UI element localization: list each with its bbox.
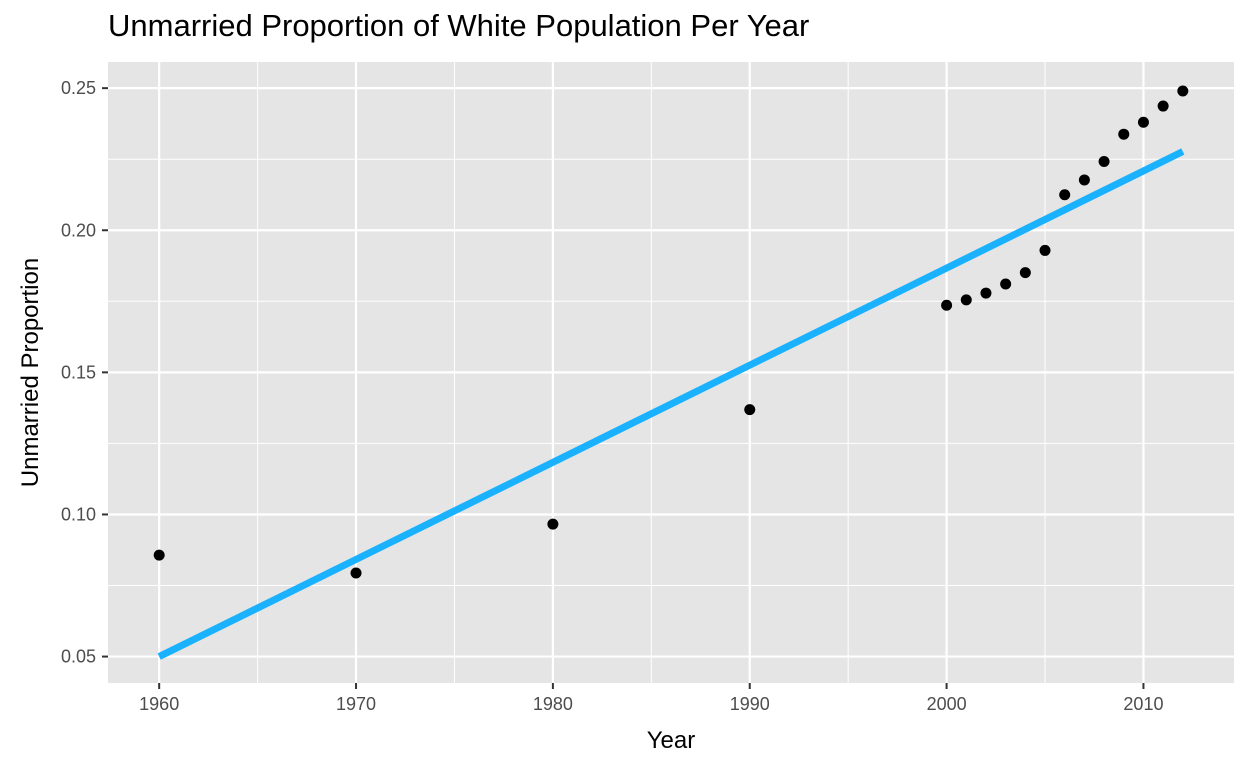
x-tick-label: 1960 [139, 694, 179, 714]
data-point [960, 294, 972, 306]
data-point [1039, 244, 1051, 256]
y-tick-label: 0.10 [61, 504, 96, 524]
x-tick-label: 1980 [533, 694, 573, 714]
data-point [153, 549, 165, 561]
data-point [980, 287, 992, 299]
y-axis-ticks: 0.05 0.10 0.15 0.20 0.25 [61, 78, 108, 667]
y-axis-title: Unmarried Proportion [17, 258, 44, 487]
x-axis-ticks: 1960 1970 1980 1990 2000 2010 [139, 683, 1163, 714]
x-axis-title: Year [647, 727, 696, 754]
y-tick-label: 0.05 [61, 647, 96, 667]
data-point [350, 567, 362, 579]
y-tick-label: 0.20 [61, 220, 96, 240]
data-point [744, 404, 756, 416]
data-point [1137, 116, 1149, 128]
x-tick-label: 1970 [336, 694, 376, 714]
data-point [1177, 85, 1189, 97]
data-point [1157, 100, 1169, 112]
y-tick-label: 0.15 [61, 362, 96, 382]
trend-line-series [157, 148, 1185, 660]
data-point [1078, 174, 1090, 186]
data-point [1118, 128, 1130, 140]
data-point [1019, 267, 1031, 279]
data-point [1098, 155, 1110, 167]
data-point [1059, 189, 1071, 201]
data-point [941, 299, 953, 311]
scatter-point-series [153, 85, 1189, 579]
x-tick-label: 1990 [730, 694, 770, 714]
data-point [1000, 278, 1012, 290]
trend-line [157, 148, 1185, 660]
major-gridlines [108, 62, 1234, 683]
data-point [547, 518, 559, 530]
chart-title: Unmarried Proportion of White Population… [108, 8, 810, 43]
x-tick-label: 2000 [927, 694, 967, 714]
x-tick-label: 2010 [1123, 694, 1163, 714]
y-tick-label: 0.25 [61, 78, 96, 98]
